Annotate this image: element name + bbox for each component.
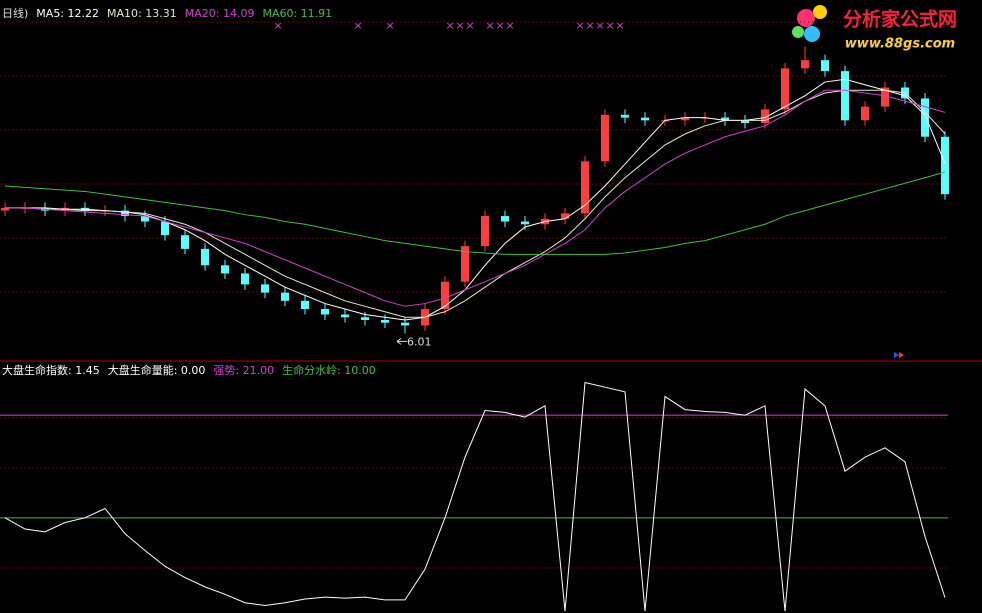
candle-body (441, 281, 449, 310)
candle-body (321, 309, 329, 315)
icon (899, 352, 904, 358)
legend-entry: 大盘生命量能: 0.00 (108, 363, 206, 377)
candle-body (1, 207, 9, 211)
candle-body (141, 216, 149, 222)
candle-body (301, 300, 309, 310)
candle-body (341, 314, 349, 318)
legend-entry: MA20: 14.09 (185, 7, 255, 20)
signal-marker: × (465, 19, 474, 32)
candle-body (841, 71, 849, 121)
signal-marker: × (605, 19, 614, 32)
signal-marker: × (353, 19, 362, 32)
candle-body (201, 248, 209, 266)
ma-line (5, 89, 946, 307)
candle-body (381, 319, 389, 323)
low-arrow (396, 340, 402, 345)
candle-body (641, 117, 649, 121)
candle-body (861, 106, 869, 121)
ma-line (4, 171, 946, 255)
candle-body (241, 273, 249, 285)
candle-body (681, 117, 689, 121)
signal-marker: × (585, 19, 594, 32)
candle-body (261, 284, 269, 293)
signal-marker: × (273, 19, 282, 32)
signal-marker: × (615, 19, 624, 32)
signal-marker: × (495, 19, 504, 32)
candle-body (181, 235, 189, 249)
candle-body (621, 114, 629, 118)
candle-body (121, 210, 129, 217)
candle-body (481, 216, 489, 247)
signal-marker: × (485, 19, 494, 32)
logo-dot (792, 26, 804, 38)
legend-entry: MA10: 13.31 (107, 7, 177, 20)
signal-marker: × (445, 19, 454, 32)
indicator-line (4, 381, 946, 612)
candle-body (881, 87, 889, 107)
legend-entry: 日线) (2, 6, 28, 20)
signal-marker: × (385, 19, 394, 32)
legend-entry: 强势: 21.00 (213, 364, 274, 377)
icon (894, 352, 899, 358)
logo-dot (797, 9, 815, 27)
legend-entry: 生命分水岭: 10.00 (282, 363, 376, 377)
candle-body (401, 322, 409, 326)
candle-body (941, 136, 949, 195)
legend-entry: MA5: 12.22 (36, 7, 99, 20)
candle-body (801, 60, 809, 69)
candle-body (161, 221, 169, 236)
candle-body (741, 120, 749, 124)
signal-marker: × (575, 19, 584, 32)
candle-body (601, 114, 609, 162)
low-label: 6.01 (407, 335, 432, 348)
candle-body (461, 246, 469, 282)
logo: 分析家公式网 www.88gs.com (792, 5, 957, 52)
candle-body (781, 68, 789, 110)
legend-entry: 大盘生命指数: 1.45 (2, 363, 100, 377)
candle-body (581, 161, 589, 214)
logo-dot (813, 5, 827, 19)
candle-body (721, 117, 729, 121)
watermark-url: www.88gs.com (845, 37, 955, 52)
candle-body (761, 109, 769, 124)
logo-dot (804, 26, 820, 42)
ma-line (5, 89, 946, 318)
candle-body (281, 292, 289, 301)
candle-body (501, 216, 509, 222)
candle-body (361, 317, 369, 320)
signal-marker: × (505, 19, 514, 32)
signal-marker: × (455, 19, 464, 32)
candle-body (521, 221, 529, 225)
signal-marker: × (595, 19, 604, 32)
candle-body (561, 213, 569, 219)
legend-entry: MA60: 11.91 (262, 7, 332, 20)
watermark-title: 分析家公式网 (843, 8, 957, 31)
candle-body (221, 265, 229, 274)
candle-body (821, 60, 829, 72)
candle-body (921, 98, 929, 137)
low-arrow (396, 337, 402, 342)
